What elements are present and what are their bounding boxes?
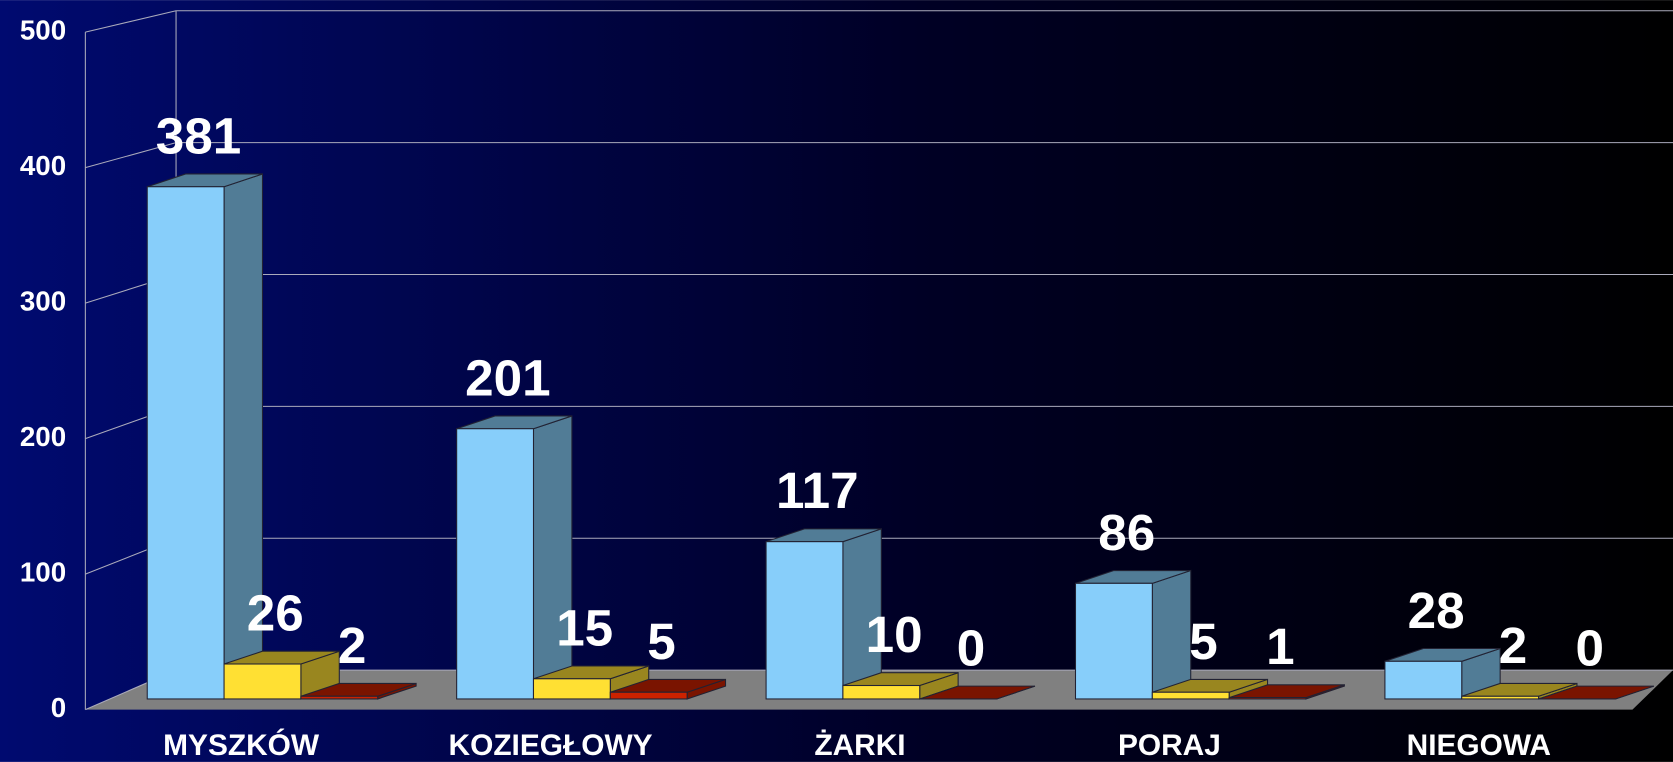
- x-tick-label: ŻARKI: [814, 729, 905, 762]
- bar: [456, 415, 573, 700]
- data-label: 26: [247, 585, 304, 642]
- bar: [300, 682, 417, 700]
- y-tick-label: 300: [20, 285, 66, 316]
- bar: [1228, 684, 1345, 700]
- bar-front: [609, 691, 688, 700]
- data-label: 28: [1408, 582, 1465, 639]
- y-tick-label: 500: [20, 14, 66, 45]
- bar: [1384, 647, 1501, 700]
- bar-front: [1074, 582, 1153, 700]
- data-label: 10: [866, 606, 923, 663]
- data-label: 15: [556, 599, 613, 656]
- bar: [146, 173, 264, 700]
- y-tick-label: 200: [20, 421, 66, 452]
- grid-line: [85, 142, 177, 169]
- bar-side: [532, 415, 573, 700]
- bar-top: [919, 685, 1036, 700]
- bar-front: [765, 541, 844, 700]
- data-label: 2: [338, 617, 366, 674]
- bar: [765, 528, 882, 700]
- data-label: 5: [647, 613, 675, 670]
- x-tick-label: NIEGOWA: [1407, 729, 1551, 762]
- bar: [1538, 685, 1654, 700]
- x-tick-label: KOZIEGŁOWY: [449, 729, 653, 762]
- data-label: 1: [1266, 618, 1294, 675]
- bar-front: [1228, 697, 1307, 700]
- bar: [223, 650, 340, 700]
- bar-front: [146, 186, 225, 700]
- bar: [609, 678, 727, 700]
- data-label: 381: [156, 107, 241, 164]
- bar-front: [1384, 660, 1463, 700]
- bar: [919, 685, 1036, 700]
- x-tick-label: MYSZKÓW: [163, 728, 320, 762]
- bar-top: [1538, 685, 1654, 700]
- data-label: 0: [957, 620, 985, 677]
- y-tick-label: 100: [20, 556, 66, 587]
- bar-front: [223, 663, 302, 700]
- bar-side: [1151, 569, 1192, 700]
- y-tick-label: 400: [20, 150, 66, 181]
- bar-front: [1461, 695, 1540, 700]
- bar-front: [532, 678, 611, 700]
- bar: [1074, 569, 1192, 700]
- bar-front: [300, 695, 379, 700]
- grid-line: [85, 10, 177, 33]
- bar: [1461, 682, 1578, 700]
- data-label: 2: [1499, 617, 1527, 674]
- bar: [532, 665, 650, 700]
- y-tick-label: 0: [51, 692, 66, 723]
- bar-front: [456, 428, 535, 700]
- bar-front: [1151, 691, 1230, 700]
- data-label: 86: [1098, 504, 1155, 561]
- data-label: 5: [1189, 613, 1217, 670]
- data-label: 201: [465, 349, 550, 406]
- data-label: 0: [1576, 620, 1604, 677]
- x-tick-label: PORAJ: [1118, 729, 1221, 762]
- data-label: 117: [776, 462, 859, 519]
- bar-front: [842, 684, 921, 700]
- bar: [842, 671, 959, 700]
